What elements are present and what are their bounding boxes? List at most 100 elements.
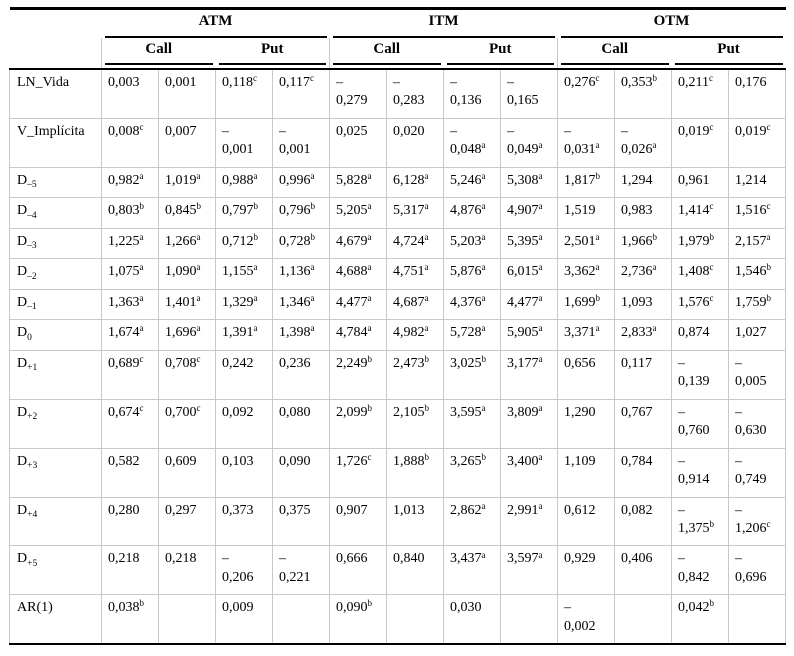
table-row: D–1 1,363a 1,401a 1,329a 1,346a 4,477a 4,687a 4… <box>9 288 787 321</box>
cell: 0,008c <box>101 117 159 168</box>
cell: 1,576c <box>671 288 730 321</box>
cell: –0,001 <box>215 117 273 168</box>
cell: –0,221 <box>271 545 331 596</box>
column-group-label: ITM <box>428 13 459 29</box>
cell: –0,026a <box>614 117 673 168</box>
header-rule <box>332 36 555 38</box>
cell: 1,109 <box>557 447 616 498</box>
cell: 1,027 <box>728 319 787 351</box>
cell: 0,092 <box>215 398 273 449</box>
table-header: ATM ITM OTM Call Put Call Put Call Put <box>9 8 786 70</box>
cell: 1,329a <box>215 288 273 321</box>
cell: 0,874 <box>671 319 730 351</box>
table-row: D–2 1,075a 1,090a 1,155a 1,136a 4,688a 4,751a 5… <box>9 258 787 290</box>
column-subheader-label: Put <box>489 41 512 57</box>
cell: –0,206 <box>215 545 273 596</box>
cell: 0,582 <box>101 447 159 498</box>
cell: –0,760 <box>671 398 730 449</box>
cell: –0,139 <box>671 349 730 400</box>
cell: 3,025b <box>443 349 502 400</box>
cell: 1,214 <box>728 166 787 199</box>
row-label-text: D <box>17 355 28 371</box>
row-label-text: D <box>17 453 28 469</box>
column-header-otm-put: Put <box>671 38 786 70</box>
row-label-text: D <box>17 502 28 518</box>
cell: 0,030 <box>443 594 502 645</box>
row-label-v-impl-cita: V_Implícita <box>9 117 102 168</box>
cell: 4,876a <box>443 197 502 229</box>
cell: 0,103 <box>215 447 273 498</box>
cell: 1,090a <box>158 258 216 290</box>
cell: 1,516c <box>728 197 787 229</box>
row-label-text: D <box>17 233 28 249</box>
cell <box>271 594 331 645</box>
cell: 4,679a <box>329 227 388 260</box>
cell: 3,400a <box>500 447 559 498</box>
row-label-d-0: D0 <box>9 319 102 351</box>
row-label-text: V_Implícita <box>17 123 85 139</box>
cell: 4,982a <box>386 319 445 351</box>
cell: 1,888b <box>386 447 445 498</box>
row-label-d-plus-5: D+5 <box>9 545 102 596</box>
cell: 3,177a <box>500 349 559 400</box>
row-label-d-plus-1: D+1 <box>9 349 102 400</box>
header-rule <box>561 63 669 65</box>
table-row: D+4 0,280 0,297 0,373 0,375 0,907 1,013 2,862a 2… <box>9 496 787 547</box>
cell: 1,546b <box>728 258 787 290</box>
column-group-otm: OTM <box>558 9 786 38</box>
column-group-label: OTM <box>653 13 690 29</box>
table-row: LN_Vida 0,003 0,001 0,118c 0,117c –0,279–0,28… <box>9 68 787 119</box>
row-label-subscript: –3 <box>27 241 37 252</box>
cell: 0,840 <box>386 545 445 596</box>
cell: 0,708c <box>158 349 216 400</box>
cell: –0,842 <box>671 545 730 596</box>
row-label-text: D <box>17 172 28 188</box>
cell: 0,907 <box>329 496 388 547</box>
row-label-ar-1: AR(1) <box>9 594 102 645</box>
cell: 0,090 <box>271 447 331 498</box>
cell: 0,373 <box>215 496 273 547</box>
column-header-itm-call: Call <box>329 38 444 70</box>
cell: 0,983 <box>614 197 673 229</box>
cell <box>614 594 673 645</box>
row-label-subscript: –1 <box>27 302 37 313</box>
cell: 0,218 <box>101 545 159 596</box>
cell: 0,042b <box>671 594 730 645</box>
cell: 0,797b <box>215 197 273 229</box>
column-group-atm: ATM <box>102 9 330 38</box>
cell: 3,265b <box>443 447 502 498</box>
cell: 2,099b <box>329 398 388 449</box>
cell: –0,048a <box>443 117 502 168</box>
cell: 0,929 <box>557 545 616 596</box>
cell: 0,961 <box>671 166 730 199</box>
cell: 2,157a <box>728 227 787 260</box>
cell: 4,724a <box>386 227 445 260</box>
results-table: ATM ITM OTM Call Put Call Put Call Put LN_Vida 0,… <box>9 7 787 646</box>
column-header-otm-call: Call <box>557 38 672 70</box>
cell: –1,206c <box>728 496 787 547</box>
cell: 5,828a <box>329 166 388 199</box>
cell: 0,728b <box>271 227 331 260</box>
cell: 0,666 <box>329 545 388 596</box>
header-rule <box>446 63 555 65</box>
cell: 3,362a <box>557 258 616 290</box>
cell: 0,218 <box>158 545 216 596</box>
cell: 1,075a <box>101 258 159 290</box>
cell: 4,751a <box>386 258 445 290</box>
cell: –0,749 <box>728 447 787 498</box>
cell: –0,049a <box>500 117 559 168</box>
cell: 1,401a <box>158 288 216 321</box>
row-label-d-minus-4: D–4 <box>9 197 102 229</box>
row-label-subscript: +3 <box>27 461 38 472</box>
cell: –0,279 <box>329 68 388 119</box>
table-row: D+5 0,218 0,218–0,206–0,221 0,666 0,840 3,437… <box>9 545 787 596</box>
cell: 0,375 <box>271 496 331 547</box>
column-header-itm-put: Put <box>443 38 558 70</box>
cell: 0,080 <box>271 398 331 449</box>
cell: 4,687a <box>386 288 445 321</box>
cell: 0,082 <box>614 496 673 547</box>
row-label-text: D <box>17 551 28 567</box>
cell: 3,595a <box>443 398 502 449</box>
cell: –0,165 <box>500 68 559 119</box>
stub-cell <box>9 8 102 70</box>
